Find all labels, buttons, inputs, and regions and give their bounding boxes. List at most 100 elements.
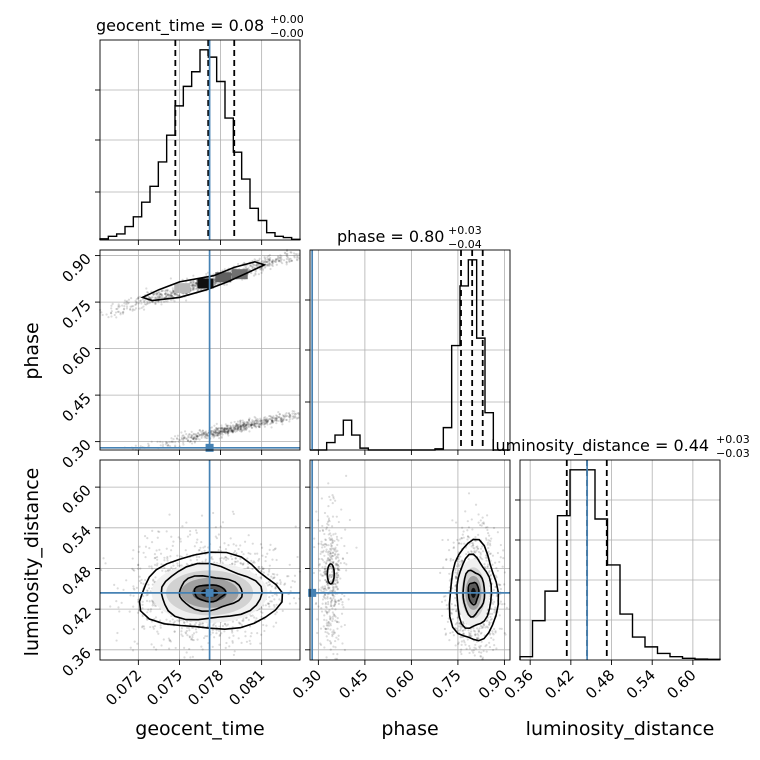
samples-gt-phase-upper-point [121,311,125,314]
samples-phase-ld-right-point [459,627,463,630]
samples-gt-ld-point [149,610,152,613]
samples-gt-phase-upper-point [252,267,255,270]
samples-gt-ld-point [247,534,250,537]
samples-phase-ld-right-point [499,556,502,559]
samples-gt-phase-lower-point [187,434,190,437]
samples-gt-phase-lower-point [195,438,198,441]
samples-gt-ld-point [253,552,257,555]
samples-phase-ld-left-point [340,508,343,511]
samples-gt-phase-lower-point [180,431,183,434]
samples-gt-phase-upper-point [277,256,280,259]
samples-gt-phase-lower-point [186,439,190,442]
samples-phase-ld-right-point [466,520,469,523]
samples-gt-phase-lower-point [241,419,244,422]
phase-y-tick-label-4: 0.90 [58,250,94,286]
samples-gt-phase-lower-point [219,430,222,433]
samples-gt-ld-point [232,512,235,516]
samples-gt-phase-upper-point [107,315,110,319]
samples-gt-phase-upper-point [269,256,272,260]
samples-gt-ld-point [233,650,236,653]
samples-gt-phase-upper-point [141,298,145,301]
samples-gt-ld-point [200,514,204,517]
samples-gt-phase-upper-point [101,313,104,317]
samples-gt-phase-upper-point [122,308,125,311]
samples-gt-phase-lower-point [229,430,232,433]
samples-gt-ld-point [250,632,253,635]
samples-gt-phase-lower-point [223,429,226,432]
samples-phase-ld-right-point [477,521,480,524]
samples-gt-phase-lower-point [253,425,257,428]
samples-gt-phase-upper-point [148,301,151,305]
x-axis-label-geocent-time: geocent_time [135,718,264,740]
samples-gt-phase-lower-point [216,433,219,437]
samples-gt-phase-lower-point [270,419,274,422]
samples-gt-phase-upper-point [117,306,120,309]
samples-gt-phase-upper-point [275,260,278,263]
samples-gt-phase-lower-point [239,428,242,431]
samples-gt-ld-point [270,585,273,588]
samples-gt-phase-lower-point [170,437,173,440]
samples-gt-phase-upper-point [135,301,138,304]
samples-gt-ld-point [244,634,247,638]
samples-gt-ld-point [198,555,201,559]
samples-gt-phase-upper-point [263,260,266,263]
samples-phase-ld-left-point [340,612,344,615]
samples-gt-phase-lower-point [226,426,229,429]
samples-gt-phase-upper-point [166,293,170,297]
samples-gt-phase-lower-point [201,429,204,432]
samples-gt-phase-upper-point [289,251,292,254]
samples-gt-phase-upper-point [192,286,196,289]
samples-gt-phase-lower-point [223,427,226,431]
samples-gt-ld-point [109,605,112,608]
samples-gt-ld-point [202,636,206,640]
samples-gt-ld-point [191,655,194,659]
samples-gt-phase-lower-point [192,437,195,440]
samples-phase-ld-left-point [331,541,334,544]
samples-gt-phase-lower-point [245,427,248,430]
samples-gt-phase-lower-point [167,444,170,447]
samples-gt-ld-point [165,618,168,621]
samples-phase-ld-right-point [463,542,466,545]
samples-phase-ld-left-point [334,608,337,611]
samples-phase-ld-left-point [343,648,347,652]
samples-gt-phase-lower-point [231,429,234,433]
samples-gt-ld-point [266,584,269,587]
samples-gt-phase-lower-point [279,420,283,423]
samples-gt-phase-lower-point [202,433,205,436]
samples-gt-ld-point [204,560,207,563]
samples-phase-ld-right-point [451,618,455,621]
samples-gt-phase-lower-point [270,419,273,422]
samples-gt-ld-point [195,631,198,634]
samples-gt-phase-lower-point [205,437,208,440]
samples-gt-phase-lower-point [179,439,182,442]
samples-gt-phase-upper-point [178,294,181,297]
density-block-gt-phase-0 [174,283,191,294]
samples-phase-ld-left-point [341,601,344,604]
samples-gt-phase-lower-point [275,419,278,422]
samples-gt-ld-point [104,562,107,565]
samples-phase-ld-left-point [328,547,332,551]
samples-gt-phase-upper-point [171,290,175,293]
samples-gt-phase-upper-point [286,252,289,256]
samples-phase-ld-left-point [326,558,329,562]
samples-gt-phase-lower-point [205,434,209,437]
samples-phase-ld-right-point [495,594,498,598]
samples-gt-phase-lower-point [194,434,197,438]
samples-gt-ld-point [142,551,145,554]
samples-gt-phase-lower-point [255,422,258,425]
samples-gt-ld-point [267,573,270,576]
samples-gt-phase-upper-point [268,257,271,261]
samples-gt-ld-point [233,563,236,566]
samples-gt-phase-lower-point [212,436,215,439]
samples-phase-ld-right-point [490,612,494,615]
samples-gt-phase-lower-point [244,423,247,427]
samples-gt-phase-lower-point [198,434,202,437]
samples-gt-phase-upper-point [195,283,199,286]
samples-gt-phase-upper-point [267,258,270,261]
samples-gt-ld-point [115,600,118,603]
samples-phase-ld-left-point [313,537,316,540]
title-luminosity-distance-plus: +0.03 [716,433,750,446]
samples-phase-ld-left-point [323,614,326,617]
samples-gt-phase-lower-point [204,430,208,433]
samples-phase-ld-left-point [336,576,339,579]
